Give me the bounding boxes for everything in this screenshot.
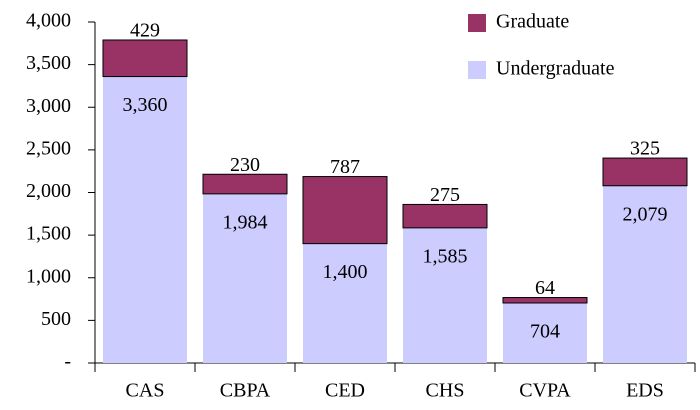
y-tick-label: 4,000 [26, 10, 71, 32]
x-tick-label: CED [325, 380, 365, 402]
bar-segment [402, 203, 488, 229]
bar-segment [103, 76, 187, 363]
y-tick-label: 1,000 [26, 265, 71, 287]
bar-segment [303, 243, 387, 363]
x-tick-label: EDS [626, 380, 664, 402]
data-label: 3,360 [123, 94, 168, 116]
bar-segment [203, 193, 287, 363]
legend-swatch [468, 14, 486, 32]
x-tick-label: CBPA [220, 380, 271, 402]
data-label: 2,079 [623, 203, 668, 225]
data-label: 64 [535, 277, 555, 299]
data-label: 1,984 [223, 211, 268, 233]
y-tick-label: 3,000 [26, 95, 71, 117]
x-tick-label: CAS [126, 380, 165, 402]
data-label: 704 [530, 321, 560, 343]
y-tick-label: 500 [41, 308, 71, 330]
x-tick-label: CHS [426, 380, 465, 402]
bar-segment [202, 173, 288, 195]
bar-segment [403, 227, 487, 363]
y-tick-label: 3,500 [26, 52, 71, 74]
bar-segment [502, 297, 588, 304]
y-tick-label: 2,500 [26, 137, 71, 159]
x-tick-label: CVPA [519, 380, 571, 402]
legend-label: Graduate [496, 11, 569, 33]
data-label: 787 [330, 156, 360, 178]
bar-segment [602, 157, 688, 187]
data-label: 275 [430, 184, 460, 206]
y-tick-label: 2,000 [26, 180, 71, 202]
legend-swatch [468, 61, 486, 79]
bar-segment [503, 302, 587, 363]
data-label: 429 [130, 20, 160, 42]
bar-segment [102, 39, 188, 78]
y-tick-label: - [64, 351, 71, 373]
bar-segment [302, 176, 388, 245]
legend-label: Undergraduate [496, 58, 615, 80]
data-label: 230 [230, 154, 260, 176]
y-tick-label: 1,500 [26, 223, 71, 245]
data-label: 1,400 [323, 261, 368, 283]
data-label: 325 [630, 138, 660, 160]
bar-segment [603, 185, 687, 363]
data-label: 1,585 [423, 245, 468, 267]
